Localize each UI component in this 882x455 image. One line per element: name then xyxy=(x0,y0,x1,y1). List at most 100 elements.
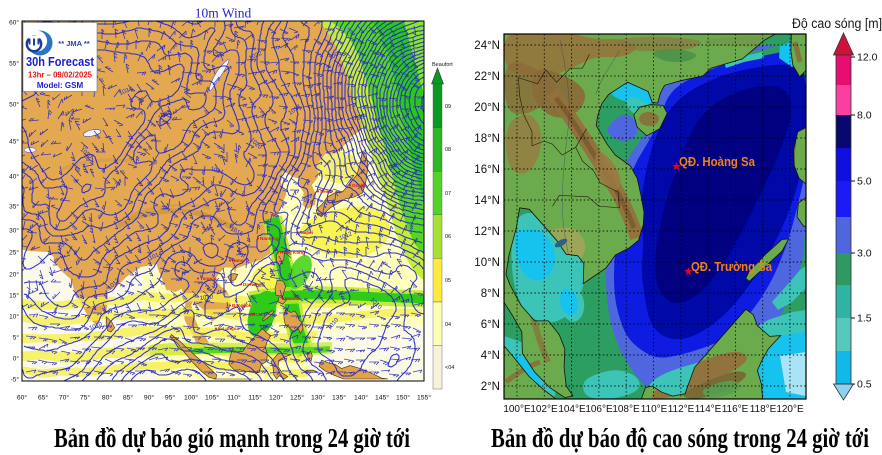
svg-text:10°: 10° xyxy=(9,313,19,321)
svg-text:0°: 0° xyxy=(13,355,20,363)
svg-text:06: 06 xyxy=(445,234,451,240)
svg-text:8.0: 8.0 xyxy=(857,110,872,122)
svg-text:-5°: -5° xyxy=(11,376,20,384)
svg-text:135°: 135° xyxy=(332,394,346,402)
svg-text:Yangon: Yangon xyxy=(200,276,217,281)
svg-text:07: 07 xyxy=(445,191,451,197)
svg-text:70°: 70° xyxy=(59,394,70,402)
svg-text:80°: 80° xyxy=(102,394,113,402)
svg-text:140°: 140° xyxy=(354,394,368,402)
svg-text:8°N: 8°N xyxy=(481,288,500,300)
svg-text:35°: 35° xyxy=(9,203,19,211)
svg-text:04: 04 xyxy=(445,322,451,328)
svg-text:115°: 115° xyxy=(248,394,262,402)
svg-text:K.Lumpur: K.Lumpur xyxy=(218,326,240,331)
svg-text:Bản đồ dự báo gió mạnh trong 2: Bản đồ dự báo gió mạnh trong 24 giờ tới xyxy=(54,423,410,453)
svg-text:08: 08 xyxy=(445,147,451,153)
svg-text:105°: 105° xyxy=(205,394,219,402)
svg-text:108°E: 108°E xyxy=(612,404,640,415)
svg-text:1012: 1012 xyxy=(339,231,354,242)
svg-text:20°: 20° xyxy=(9,271,19,279)
svg-text:6°N: 6°N xyxy=(481,319,500,331)
svg-text:Hanoi: Hanoi xyxy=(232,258,245,263)
svg-text:65°: 65° xyxy=(38,394,49,402)
svg-text:106°E: 106°E xyxy=(585,404,613,415)
svg-text:Hong Kong: Hong Kong xyxy=(280,250,305,255)
svg-text:10°N: 10°N xyxy=(474,257,500,269)
svg-text:112°E: 112°E xyxy=(668,404,695,415)
svg-text:1014: 1014 xyxy=(148,251,163,262)
svg-text:30h Forecast: 30h Forecast xyxy=(26,54,95,69)
svg-text:120°: 120° xyxy=(269,394,283,402)
svg-text:12.0: 12.0 xyxy=(857,52,878,64)
svg-text:Độ cao sóng [m]: Độ cao sóng [m] xyxy=(792,16,882,31)
svg-text:Seoul: Seoul xyxy=(320,189,333,194)
svg-text:12°N: 12°N xyxy=(474,226,500,238)
svg-text:1024: 1024 xyxy=(209,166,224,176)
svg-text:150°: 150° xyxy=(396,394,410,402)
svg-text:100°: 100° xyxy=(184,394,198,402)
svg-text:90°: 90° xyxy=(144,394,155,402)
svg-text:<04: <04 xyxy=(445,365,454,371)
svg-text:104°E: 104°E xyxy=(558,404,586,415)
svg-text:118°E: 118°E xyxy=(750,404,777,415)
svg-text:1.5: 1.5 xyxy=(857,313,872,325)
svg-text:20°N: 20°N xyxy=(474,102,500,114)
svg-text:75°: 75° xyxy=(80,394,91,402)
svg-text:24°N: 24°N xyxy=(474,40,500,52)
svg-text:30°: 30° xyxy=(9,227,19,235)
svg-text:HCM: HCM xyxy=(252,312,263,317)
svg-text:130°: 130° xyxy=(311,394,325,402)
svg-text:1034: 1034 xyxy=(119,86,134,96)
svg-text:Model: GSM: Model: GSM xyxy=(37,81,84,90)
svg-text:60°: 60° xyxy=(17,394,28,402)
svg-text:125°: 125° xyxy=(290,394,304,402)
svg-text:114°E: 114°E xyxy=(695,404,722,415)
svg-text:50°: 50° xyxy=(9,101,19,109)
svg-text:40°: 40° xyxy=(9,173,19,181)
svg-text:102°E: 102°E xyxy=(530,404,558,415)
svg-text:1008: 1008 xyxy=(259,323,274,332)
svg-text:18°N: 18°N xyxy=(474,133,500,145)
svg-text:4°N: 4°N xyxy=(481,350,500,362)
svg-text:110°: 110° xyxy=(227,394,241,402)
svg-text:** JMA **: ** JMA ** xyxy=(58,39,89,48)
svg-text:85°: 85° xyxy=(123,394,134,402)
svg-text:09: 09 xyxy=(445,104,451,110)
svg-text:5°: 5° xyxy=(13,334,20,342)
svg-text:3.0: 3.0 xyxy=(857,248,872,260)
svg-text:2°N: 2°N xyxy=(481,381,500,393)
svg-text:120°E: 120°E xyxy=(776,404,804,415)
svg-text:Osaka: Osaka xyxy=(352,183,366,188)
svg-text:QĐ. Trường Sa: QĐ. Trường Sa xyxy=(691,260,773,274)
svg-text:1010: 1010 xyxy=(89,321,104,331)
svg-text:1016: 1016 xyxy=(229,226,244,238)
svg-text:110°E: 110°E xyxy=(641,404,668,415)
svg-text:155°: 155° xyxy=(417,394,431,402)
svg-text:15°: 15° xyxy=(9,292,19,300)
svg-text:13hr – 09/02/2025: 13hr – 09/02/2025 xyxy=(28,71,93,80)
svg-text:Nanning: Nanning xyxy=(260,236,279,241)
svg-text:1010: 1010 xyxy=(200,294,215,302)
svg-text:5.0: 5.0 xyxy=(857,176,872,188)
svg-text:116°E: 116°E xyxy=(722,404,749,415)
svg-text:05: 05 xyxy=(445,278,451,284)
svg-text:60°: 60° xyxy=(9,19,19,27)
svg-text:Manila: Manila xyxy=(285,296,300,301)
svg-text:16°N: 16°N xyxy=(474,164,500,176)
svg-text:1022: 1022 xyxy=(248,51,263,62)
svg-text:95°: 95° xyxy=(165,394,176,402)
svg-text:Bangkok: Bangkok xyxy=(232,303,252,308)
svg-text:45°: 45° xyxy=(9,138,19,146)
svg-text:55°: 55° xyxy=(9,60,19,68)
svg-text:14°N: 14°N xyxy=(474,195,500,207)
svg-text:Beaufort: Beaufort xyxy=(432,62,453,68)
svg-text:Da Nang: Da Nang xyxy=(243,282,262,287)
svg-text:984: 984 xyxy=(357,113,369,122)
svg-text:10m Wind: 10m Wind xyxy=(195,6,252,21)
svg-text:0.5: 0.5 xyxy=(857,379,872,391)
svg-text:1016: 1016 xyxy=(299,196,314,206)
svg-text:22°N: 22°N xyxy=(474,71,500,83)
svg-text:25°: 25° xyxy=(9,249,19,257)
svg-text:QĐ. Hoàng Sa: QĐ. Hoàng Sa xyxy=(679,155,756,169)
